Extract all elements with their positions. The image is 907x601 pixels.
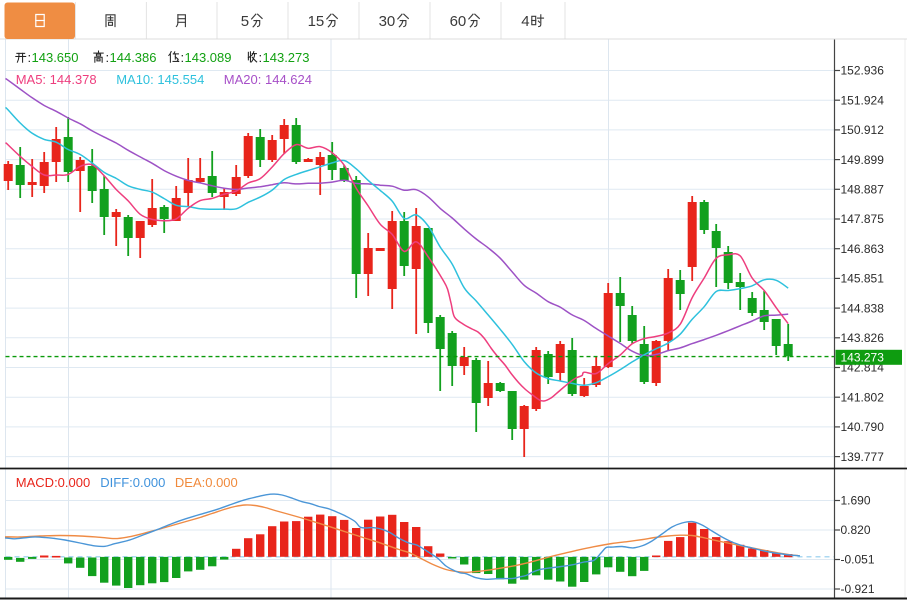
svg-text:MACD:0.000: MACD:0.000	[16, 475, 90, 490]
svg-text:144.838: 144.838	[841, 301, 885, 315]
svg-text:152.936: 152.936	[841, 64, 885, 78]
svg-text:MA10: 145.554: MA10: 145.554	[116, 72, 204, 87]
svg-text:DEA:0.000: DEA:0.000	[175, 475, 238, 490]
svg-text:145.851: 145.851	[841, 272, 885, 286]
svg-text::: :	[181, 50, 185, 65]
svg-text::: :	[28, 50, 32, 65]
svg-text:143.826: 143.826	[841, 331, 885, 345]
svg-text:143.273: 143.273	[263, 50, 310, 65]
svg-text:0.820: 0.820	[841, 523, 871, 537]
svg-text:30: 30	[379, 13, 396, 30]
svg-text:149.899: 149.899	[841, 153, 885, 167]
svg-text:147.875: 147.875	[841, 212, 885, 226]
svg-text:1.690: 1.690	[841, 494, 871, 508]
svg-text:140.790: 140.790	[841, 420, 885, 434]
svg-text:151.924: 151.924	[841, 93, 885, 107]
svg-text:150.912: 150.912	[841, 123, 885, 137]
svg-text::: :	[259, 50, 263, 65]
svg-text:148.887: 148.887	[841, 183, 885, 197]
svg-text:144.386: 144.386	[110, 50, 157, 65]
svg-text:143.273: 143.273	[841, 350, 885, 364]
svg-text:143.650: 143.650	[32, 50, 79, 65]
svg-text::: :	[106, 50, 110, 65]
svg-text:-0.051: -0.051	[841, 553, 875, 567]
svg-text:15: 15	[308, 13, 325, 30]
svg-text:141.802: 141.802	[841, 390, 885, 404]
svg-text:-0.921: -0.921	[841, 582, 875, 596]
svg-text:DIFF:0.000: DIFF:0.000	[100, 475, 165, 490]
svg-text:MA5: 144.378: MA5: 144.378	[16, 72, 97, 87]
svg-text:139.777: 139.777	[841, 450, 885, 464]
svg-text:60: 60	[450, 13, 467, 30]
svg-text:146.863: 146.863	[841, 242, 885, 256]
svg-text:143.089: 143.089	[185, 50, 232, 65]
svg-text:4: 4	[521, 13, 529, 30]
svg-text:MA20: 144.624: MA20: 144.624	[224, 72, 312, 87]
svg-text:5: 5	[241, 13, 249, 30]
